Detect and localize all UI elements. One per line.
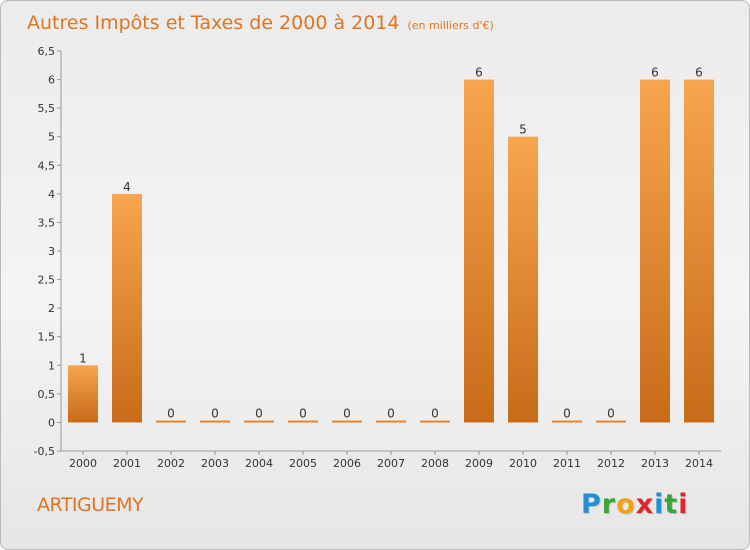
logo-letter: P [581, 489, 602, 520]
bar-value-label: 0 [607, 406, 615, 420]
bar [640, 79, 670, 423]
bar [244, 420, 274, 423]
y-tick-label: 1,5 [38, 331, 56, 344]
x-tick-label: 2008 [421, 457, 449, 470]
y-tick-label: 2,5 [38, 274, 56, 287]
chart-title-unit: (en milliers d'€) [408, 19, 494, 32]
bar-value-label: 0 [167, 406, 175, 420]
x-tick-label: 2002 [157, 457, 185, 470]
bar-value-label: 0 [387, 406, 395, 420]
logo-letter: r [601, 489, 617, 520]
y-tick-label: 5 [48, 131, 55, 144]
bar [684, 79, 714, 423]
chart-title: Autres Impôts et Taxes de 2000 à 2014 (en… [27, 12, 494, 34]
bar [464, 79, 494, 423]
bar [156, 420, 186, 423]
bars [68, 79, 714, 423]
axes [57, 50, 721, 455]
y-tick-label: -0,5 [34, 445, 55, 458]
y-tick-label: 3 [48, 245, 55, 258]
x-tick-label: 2010 [509, 457, 537, 470]
y-tick-label: 5,5 [38, 102, 56, 115]
y-tick-label: 6,5 [38, 45, 56, 58]
bar [552, 420, 582, 423]
bar-value-label: 1 [79, 351, 87, 365]
bar [508, 136, 538, 423]
bar [200, 420, 230, 423]
bar [112, 193, 142, 423]
place-name: ARTIGUEMY [37, 494, 144, 516]
bar-value-label: 6 [651, 66, 659, 80]
y-tick-label: 3,5 [38, 216, 56, 229]
y-tick-label: 6 [48, 74, 55, 87]
x-tick-label: 2007 [377, 457, 405, 470]
x-tick-label: 2011 [553, 457, 581, 470]
value-labels: 1 4 0 0 0 0 0 0 0 6 5 0 0 6 6 [79, 66, 703, 421]
chart-title-text: Autres Impôts et Taxes de 2000 à 2014 [27, 12, 400, 34]
y-tick-label: 4 [48, 188, 55, 201]
logo-letter: o [616, 489, 636, 520]
bar-value-label: 0 [299, 406, 307, 420]
x-tick-labels: 2000 2001 2002 2003 2004 2005 2006 2007 2008 2009… [69, 457, 713, 470]
y-tick-label: 1 [48, 359, 55, 372]
bar [288, 420, 318, 423]
y-tick-label: 0 [48, 416, 55, 429]
bar-value-label: 6 [695, 66, 703, 80]
bar [68, 365, 98, 423]
bar-value-label: 6 [475, 66, 483, 80]
proxiti-logo: Proxiti [581, 489, 689, 520]
bar-value-label: 4 [123, 180, 131, 194]
x-tick-label: 2014 [685, 457, 713, 470]
y-tick-label: 0,5 [38, 388, 56, 401]
bar-value-label: 0 [343, 406, 351, 420]
x-tick-label: 2003 [201, 457, 229, 470]
x-tick-label: 2005 [289, 457, 317, 470]
x-tick-label: 2001 [113, 457, 141, 470]
y-tick-label: 4,5 [38, 159, 56, 172]
bar [332, 420, 362, 423]
logo-letter: x [635, 489, 655, 520]
bar-value-label: 0 [563, 406, 571, 420]
x-tick-label: 2012 [597, 457, 625, 470]
bar-value-label: 0 [255, 406, 263, 420]
bar-value-label: 5 [519, 123, 527, 137]
bar [376, 420, 406, 423]
x-tick-label: 2006 [333, 457, 361, 470]
logo-letter: i [654, 489, 665, 520]
logo-letter: i [678, 489, 689, 520]
y-tick-labels: -0,5 0 0,5 1 1,5 2 2,5 3 3,5 4 4,5 5 5,5 6 6,5 [34, 45, 55, 458]
x-tick-label: 2013 [641, 457, 669, 470]
bar [420, 420, 450, 423]
y-tick-label: 2 [48, 302, 55, 315]
x-tick-label: 2004 [245, 457, 273, 470]
bar-value-label: 0 [211, 406, 219, 420]
logo-letter: t [664, 489, 679, 520]
bar-value-label: 0 [431, 406, 439, 420]
bar [596, 420, 626, 423]
x-tick-label: 2009 [465, 457, 493, 470]
x-tick-label: 2000 [69, 457, 97, 470]
